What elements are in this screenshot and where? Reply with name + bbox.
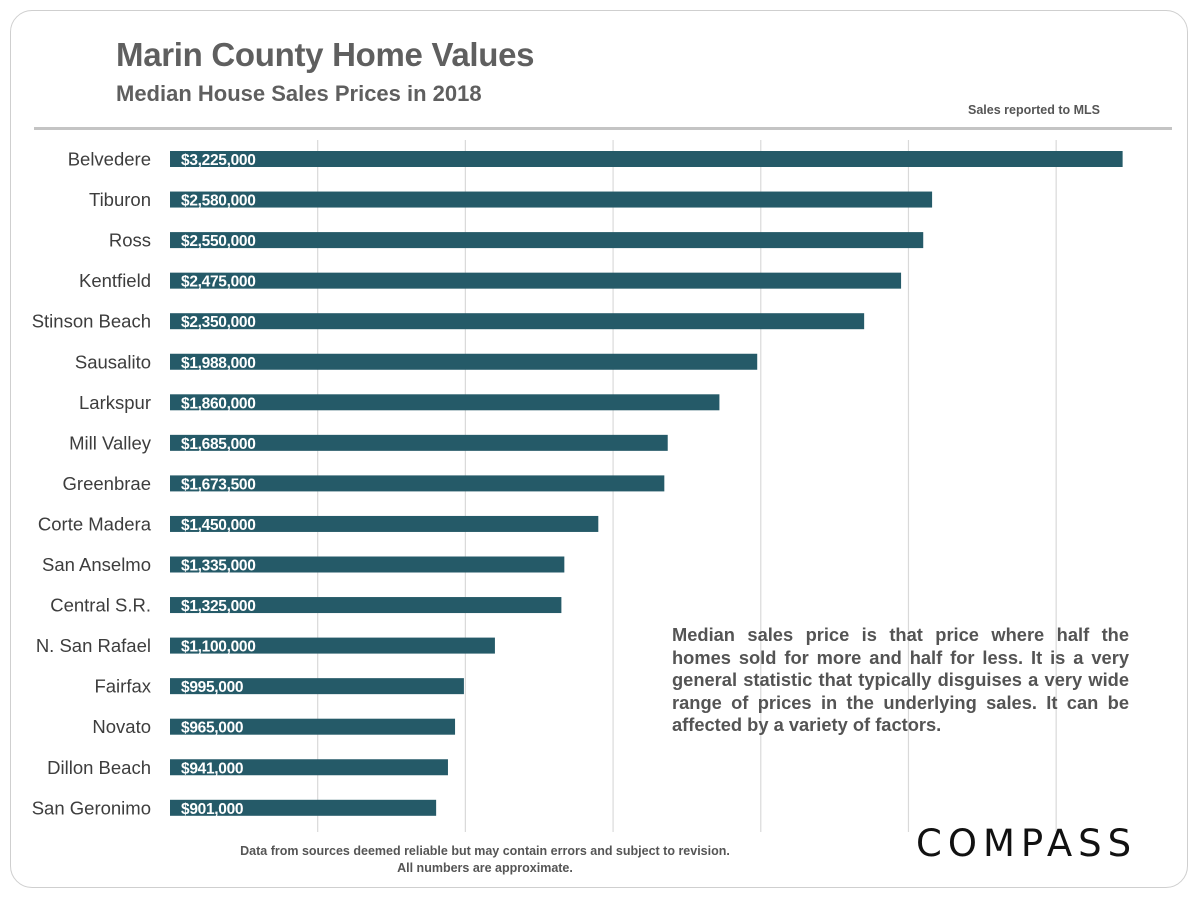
category-label: Central S.R.	[50, 595, 151, 616]
bar-value-label: $2,350,000	[181, 314, 256, 331]
bar-value-label: $3,225,000	[181, 152, 256, 169]
category-label: Kentfield	[79, 270, 151, 291]
category-label: San Anselmo	[42, 554, 151, 575]
category-label: Dillon Beach	[47, 757, 151, 778]
footer-line-2: All numbers are approximate.	[140, 860, 830, 877]
bar-value-label: $941,000	[181, 760, 243, 777]
bar-value-label: $1,325,000	[181, 598, 256, 615]
compass-logo: COMPASS	[916, 822, 1137, 865]
bar-value-label: $1,450,000	[181, 517, 256, 534]
category-label: Novato	[92, 716, 151, 737]
bar	[170, 192, 932, 208]
category-label: San Geronimo	[32, 797, 151, 818]
bar	[170, 273, 901, 289]
bar-value-label: $965,000	[181, 720, 243, 737]
median-explanation-note: Median sales price is that price where h…	[672, 624, 1129, 737]
bar-value-label: $901,000	[181, 801, 243, 818]
category-label: Corte Madera	[38, 513, 152, 534]
bar-value-label: $1,685,000	[181, 436, 256, 453]
category-label: Stinson Beach	[32, 311, 151, 332]
bar	[170, 354, 757, 370]
category-label: N. San Rafael	[36, 635, 151, 656]
category-label: Sausalito	[75, 351, 151, 372]
bar-value-label: $1,988,000	[181, 355, 256, 372]
bar	[170, 151, 1123, 167]
category-label: Fairfax	[94, 676, 151, 697]
category-label: Larkspur	[79, 392, 151, 413]
bar-value-label: $1,100,000	[181, 639, 256, 656]
category-label: Belvedere	[68, 149, 151, 170]
category-label: Mill Valley	[69, 432, 152, 453]
bar	[170, 232, 923, 248]
category-label: Tiburon	[89, 189, 151, 210]
bar	[170, 313, 864, 329]
bar-value-label: $1,860,000	[181, 395, 256, 412]
bar-value-label: $2,475,000	[181, 274, 256, 291]
category-label: Ross	[109, 230, 151, 251]
bar-value-label: $995,000	[181, 679, 243, 696]
footer-disclaimer: Data from sources deemed reliable but ma…	[140, 843, 830, 877]
bar-value-label: $2,580,000	[181, 193, 256, 210]
category-label: Greenbrae	[63, 473, 151, 494]
bar-value-label: $2,550,000	[181, 233, 256, 250]
bar-value-label: $1,335,000	[181, 558, 256, 575]
bar-chart: $3,225,000 Belvedere $2,580,000 Tiburon $2,5…	[0, 0, 1200, 900]
bar-value-label: $1,673,500	[181, 476, 256, 493]
footer-line-1: Data from sources deemed reliable but ma…	[140, 843, 830, 860]
